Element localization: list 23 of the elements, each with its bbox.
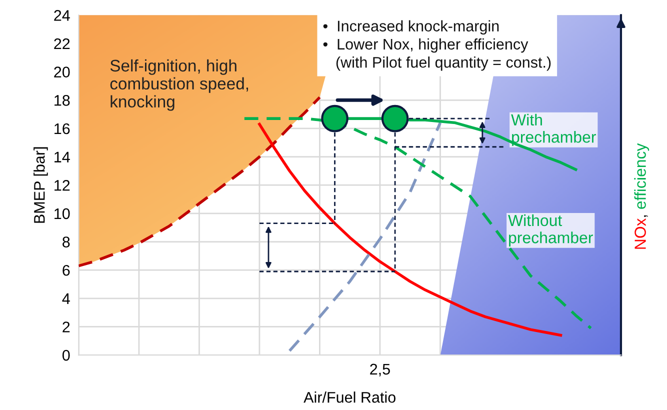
y-tick-label: 22 xyxy=(54,38,70,50)
y-tick-label: 10 xyxy=(54,208,70,220)
x-axis-title: Air/Fuel Ratio xyxy=(304,392,396,403)
series-label: With prechamber xyxy=(511,114,596,146)
y-axis-title: BMEP [bar] xyxy=(34,147,48,223)
y2-axis-title: NOx, efficiency xyxy=(634,143,650,249)
line-series xyxy=(288,121,442,352)
series-label: Without prechamber xyxy=(508,214,593,246)
y-tick-label: 6 xyxy=(62,264,70,276)
y-tick-label: 18 xyxy=(54,95,70,106)
annotation: Self-ignition, high combustion speed, knocking xyxy=(110,59,248,111)
y-tick-label: 2 xyxy=(62,322,70,332)
y-tick-label: 20 xyxy=(54,66,70,78)
y-tick-label: 0 xyxy=(62,350,70,361)
y-tick-label: 12 xyxy=(54,180,70,191)
y-tick-label: 8 xyxy=(62,236,70,248)
y-tick-label: 16 xyxy=(54,123,70,134)
x-tick-label: 2,5 xyxy=(370,364,390,376)
y-tick-label: 14 xyxy=(54,152,70,162)
y-tick-label: 4 xyxy=(62,293,70,304)
annotation: • Increased knock-margin • Lower Nox, higher efficiency (with Pilot fuel quantity = const.) xyxy=(323,20,551,71)
y-tick-label: 24 xyxy=(54,10,70,21)
line-series xyxy=(78,96,322,268)
